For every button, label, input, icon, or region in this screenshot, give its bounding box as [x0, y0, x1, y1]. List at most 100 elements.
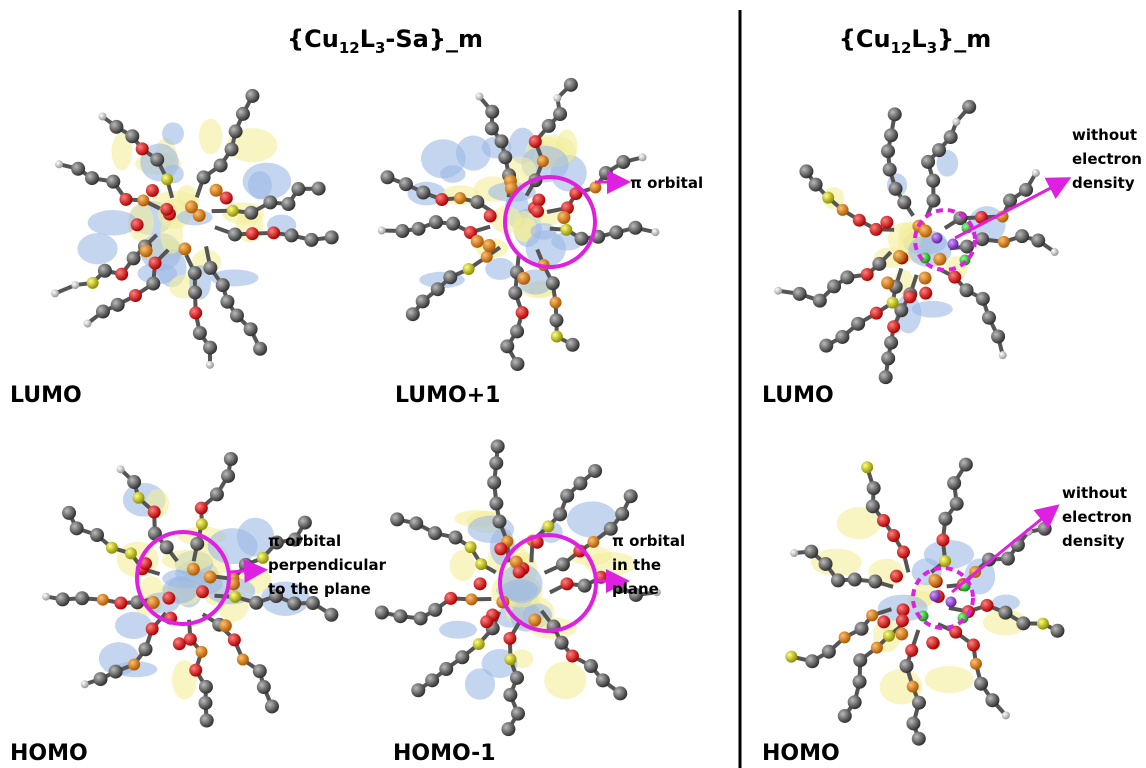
atom — [206, 361, 214, 369]
atom — [906, 716, 920, 730]
atom — [599, 166, 613, 180]
atom — [188, 285, 202, 299]
atom — [805, 654, 819, 668]
atom — [498, 150, 512, 164]
atom — [109, 120, 123, 134]
atom — [1051, 248, 1059, 256]
title-part: }_m — [937, 25, 991, 53]
atom — [919, 287, 932, 300]
atom — [162, 592, 175, 605]
atom — [1038, 522, 1052, 536]
atom — [926, 174, 940, 188]
atom — [85, 171, 99, 185]
atom — [228, 227, 242, 241]
molecule — [378, 78, 660, 371]
atom — [195, 502, 208, 515]
atom — [425, 673, 439, 687]
atom — [471, 235, 484, 248]
atom — [428, 603, 442, 617]
atom — [117, 465, 125, 473]
subscript: 3 — [927, 39, 937, 57]
atom — [298, 516, 312, 530]
atom — [981, 599, 994, 612]
atom — [188, 266, 202, 280]
atom — [928, 574, 941, 587]
atom — [609, 225, 623, 239]
annotation: electron — [1062, 508, 1132, 526]
atom — [542, 520, 554, 532]
atom — [380, 170, 394, 184]
orbital-lobe — [88, 210, 138, 236]
atom — [946, 597, 957, 608]
annotation: π orbital — [268, 532, 341, 550]
atom — [1002, 711, 1010, 719]
orbital-lobe — [162, 122, 184, 145]
atom — [793, 287, 807, 301]
atom — [492, 515, 506, 529]
atom — [429, 215, 443, 229]
atom — [550, 297, 562, 309]
atom — [204, 571, 217, 584]
atom — [785, 651, 797, 663]
atom — [489, 497, 503, 511]
atom — [1032, 169, 1040, 177]
atom — [221, 469, 235, 483]
orbital-lobe — [925, 666, 974, 693]
atom — [378, 227, 386, 235]
atom — [393, 609, 407, 623]
annotation: plane — [612, 580, 659, 598]
atom — [884, 336, 898, 350]
subscript: 12 — [891, 39, 912, 57]
atom — [132, 492, 144, 504]
arrow — [955, 180, 1066, 238]
atom — [125, 547, 137, 559]
atom — [216, 278, 230, 292]
atom — [485, 121, 499, 135]
atom — [42, 593, 50, 601]
atom — [416, 186, 430, 200]
atom — [919, 272, 932, 285]
atom — [229, 591, 241, 603]
atom — [97, 594, 109, 606]
atom — [257, 552, 269, 564]
atom — [444, 592, 457, 605]
atom — [510, 324, 524, 338]
atom — [991, 329, 1005, 343]
atom — [553, 507, 567, 521]
atom — [203, 341, 217, 355]
atom — [905, 644, 918, 657]
subscript: 3 — [375, 39, 385, 57]
atom — [56, 592, 70, 606]
atom — [189, 306, 202, 319]
atom — [511, 707, 525, 721]
atom — [804, 545, 818, 559]
atom — [933, 253, 946, 266]
atom — [889, 182, 903, 196]
atom — [897, 195, 911, 209]
atom — [970, 658, 982, 670]
annotation: without — [1072, 126, 1137, 144]
atom — [853, 675, 867, 689]
atom — [890, 570, 903, 583]
atom — [390, 512, 404, 526]
atom — [236, 107, 250, 121]
atom — [985, 693, 999, 707]
atom — [481, 251, 493, 263]
atom — [136, 142, 149, 155]
atom — [406, 307, 420, 321]
atom — [932, 233, 943, 244]
orbital-lobe — [450, 550, 476, 581]
atom — [976, 292, 990, 306]
atom — [70, 521, 84, 535]
atom — [237, 653, 249, 665]
atom — [624, 489, 638, 503]
atom — [416, 294, 430, 308]
atom — [960, 283, 974, 297]
atom — [473, 638, 485, 650]
atom — [532, 193, 545, 206]
atom — [549, 313, 563, 327]
atom — [555, 636, 569, 650]
atom — [944, 130, 958, 144]
atom — [475, 558, 487, 570]
atom — [87, 277, 99, 289]
